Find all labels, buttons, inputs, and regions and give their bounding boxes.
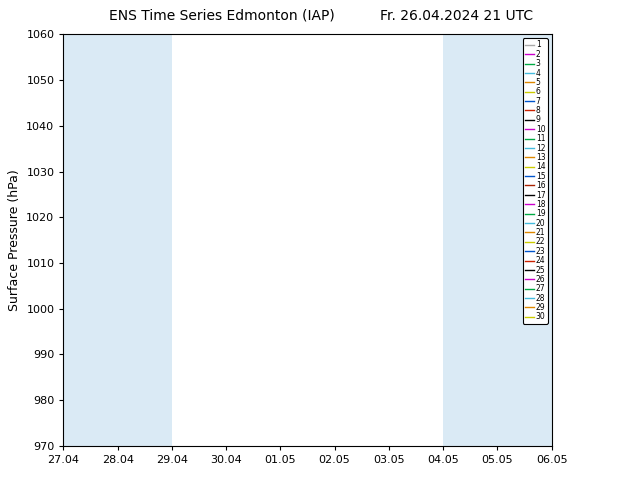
Bar: [443, 34, 497, 446]
Legend: 1, 2, 3, 4, 5, 6, 7, 8, 9, 10, 11, 12, 13, 14, 15, 16, 17, 18, 19, 20, 21, 22, 2: 1, 2, 3, 4, 5, 6, 7, 8, 9, 10, 11, 12, 1…: [522, 38, 548, 324]
Bar: [63, 34, 118, 446]
Y-axis label: Surface Pressure (hPa): Surface Pressure (hPa): [8, 169, 21, 311]
Bar: [497, 34, 552, 446]
Text: Fr. 26.04.2024 21 UTC: Fr. 26.04.2024 21 UTC: [380, 9, 533, 23]
Bar: [118, 34, 172, 446]
Text: ENS Time Series Edmonton (IAP): ENS Time Series Edmonton (IAP): [109, 9, 335, 23]
